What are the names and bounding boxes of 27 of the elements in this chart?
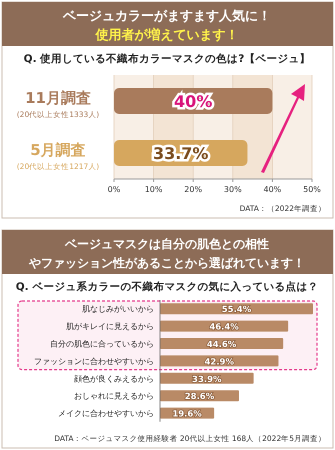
y-tick-label: 自分の肌色に合っているから xyxy=(50,340,154,348)
x-tick-label: 20% xyxy=(184,185,202,194)
data-label: 55.4% xyxy=(222,305,252,316)
x-tick-label: 10% xyxy=(144,185,163,194)
y-tick-label: おしゃれに見えるから xyxy=(74,392,154,401)
text: Q. 使用している不織布カラーマスクの色は?【ベージュ】 xyxy=(24,52,310,65)
y-tick-label: ファッションに合わせやすいから xyxy=(34,356,154,366)
y-tick-label: 肌がキレイに見えるから xyxy=(66,322,154,332)
x-tick-label: 40% xyxy=(264,185,282,194)
data-label: 42.9% xyxy=(204,357,234,368)
chart-subtitle: 使用者が増えています！ xyxy=(94,27,238,43)
x-tick-label: 30% xyxy=(224,185,242,194)
text: Q. ベージュ系カラーの不織布マスクの気に入っている点は？ xyxy=(16,280,318,293)
data-label: 46.4% xyxy=(209,322,240,333)
data-label: 44.6% xyxy=(206,340,237,350)
x-tick-label: 0% xyxy=(108,185,121,194)
data-label: 40% xyxy=(174,92,212,111)
data-label: 19.6% xyxy=(172,410,202,420)
y-tick-label: 肌なじみがいいから xyxy=(82,304,154,314)
data-label: 33.7% xyxy=(152,144,208,163)
y-tick-label: 顔色が良くみえるから xyxy=(74,374,154,384)
chart-title: ベージュカラーがますます人気に！ xyxy=(62,9,271,24)
x-tick-label: 50% xyxy=(303,185,322,194)
data-label: 33.9% xyxy=(192,374,222,385)
data-label: 28.6% xyxy=(184,392,215,402)
chart-title: ベージュマスクは自分の肌色との相性やファッション性があることから選ばれています！ xyxy=(28,237,305,270)
y-tick-label: メイクに合わせやすいから xyxy=(58,409,154,418)
